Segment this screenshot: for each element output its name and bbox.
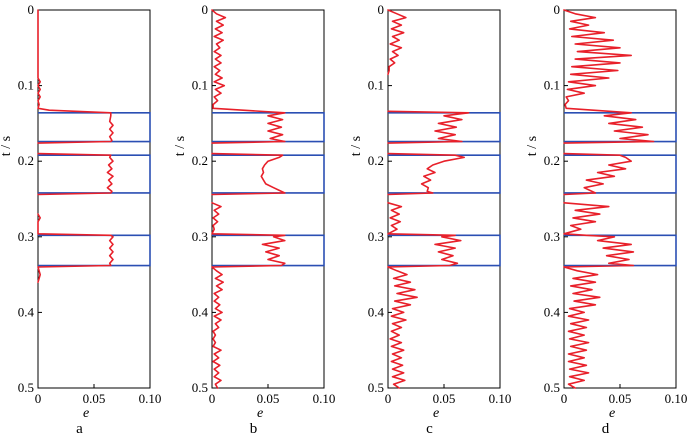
y-tick-label: 0.4 [368,304,385,319]
panel-label: c [426,421,433,437]
y-tick-label: 0.1 [18,78,34,93]
series-line [211,202,286,268]
x-axis-title: e [609,406,615,421]
y-tick-label: 0.4 [18,304,35,319]
y-tick-label: 0.3 [18,229,34,244]
x-tick-label: 0 [561,391,568,406]
x-tick-label: 0 [35,391,42,406]
y-tick-label: 0.1 [368,78,384,93]
window-box [38,112,151,143]
panel-a: 00.10.20.30.40.50 0.05 0.10t / sea [0,2,161,437]
x-tick-label: 0 [209,391,216,406]
series-line [37,213,114,283]
window-box [212,234,325,267]
series-line [563,9,655,144]
series-line [387,152,465,196]
series-line [211,9,286,144]
panel-label: a [76,421,83,437]
x-tick-label: 0.10 [665,391,688,406]
series-line [211,152,286,196]
y-tick-label: 0.2 [368,153,384,168]
series-line [37,152,114,196]
x-axis-title: e [257,406,263,421]
x-axis-title: e [433,406,439,421]
series-line [563,266,601,389]
y-tick-label: 0.3 [368,229,384,244]
y-tick-label: 0.2 [192,153,208,168]
x-tick-label: 0.10 [139,391,162,406]
y-axis-title: t / s [173,136,188,156]
series-line [211,266,224,389]
y-tick-label: 0.2 [544,153,560,168]
y-tick-label: 0.5 [368,380,384,395]
window-box [212,112,325,143]
plot-frame [387,9,501,389]
y-tick-label: 0.4 [544,304,561,319]
y-tick-label: 0.1 [544,78,560,93]
x-axis-title: e [83,406,89,421]
y-tick-label: 0.5 [192,380,208,395]
plot-frame [37,9,151,389]
panel-c: 00.10.20.30.40.50 0.05 0.10t / sec [349,2,511,437]
series-line [563,152,632,196]
series-line [387,202,462,268]
panel-d: 00.10.20.30.40.50 0.05 0.10t / sed [525,2,687,437]
x-tick-label: 0.05 [433,391,456,406]
window-box [564,154,677,194]
y-tick-label: 0 [554,2,561,17]
x-tick-label: 0.10 [489,391,512,406]
y-tick-label: 0.1 [192,78,208,93]
series-line [387,266,418,389]
series-line [37,9,114,144]
y-tick-label: 0.3 [544,229,560,244]
x-tick-label: 0.10 [313,391,336,406]
window-box [38,234,151,267]
y-tick-label: 0 [28,2,35,17]
y-tick-label: 0.5 [544,380,560,395]
plot-frame [211,9,325,389]
panel-label: b [250,421,258,437]
x-tick-label: 0.05 [83,391,106,406]
y-tick-label: 0.5 [18,380,34,395]
y-tick-label: 0.3 [192,229,208,244]
y-axis-title: t / s [525,136,540,156]
y-tick-label: 0 [202,2,209,17]
y-tick-label: 0.4 [192,304,209,319]
y-axis-title: t / s [0,136,14,156]
series-line [563,202,635,268]
series-line [387,110,470,144]
y-tick-label: 0 [378,2,385,17]
series-line [387,9,407,76]
x-tick-label: 0.05 [257,391,280,406]
x-tick-label: 0 [385,391,392,406]
panel-b: 00.10.20.30.40.50 0.05 0.10t / seb [173,2,335,437]
x-tick-label: 0.05 [609,391,632,406]
y-axis-title: t / s [349,136,364,156]
y-tick-label: 0.2 [18,153,34,168]
panel-label: d [602,421,610,437]
window-box [38,154,151,194]
